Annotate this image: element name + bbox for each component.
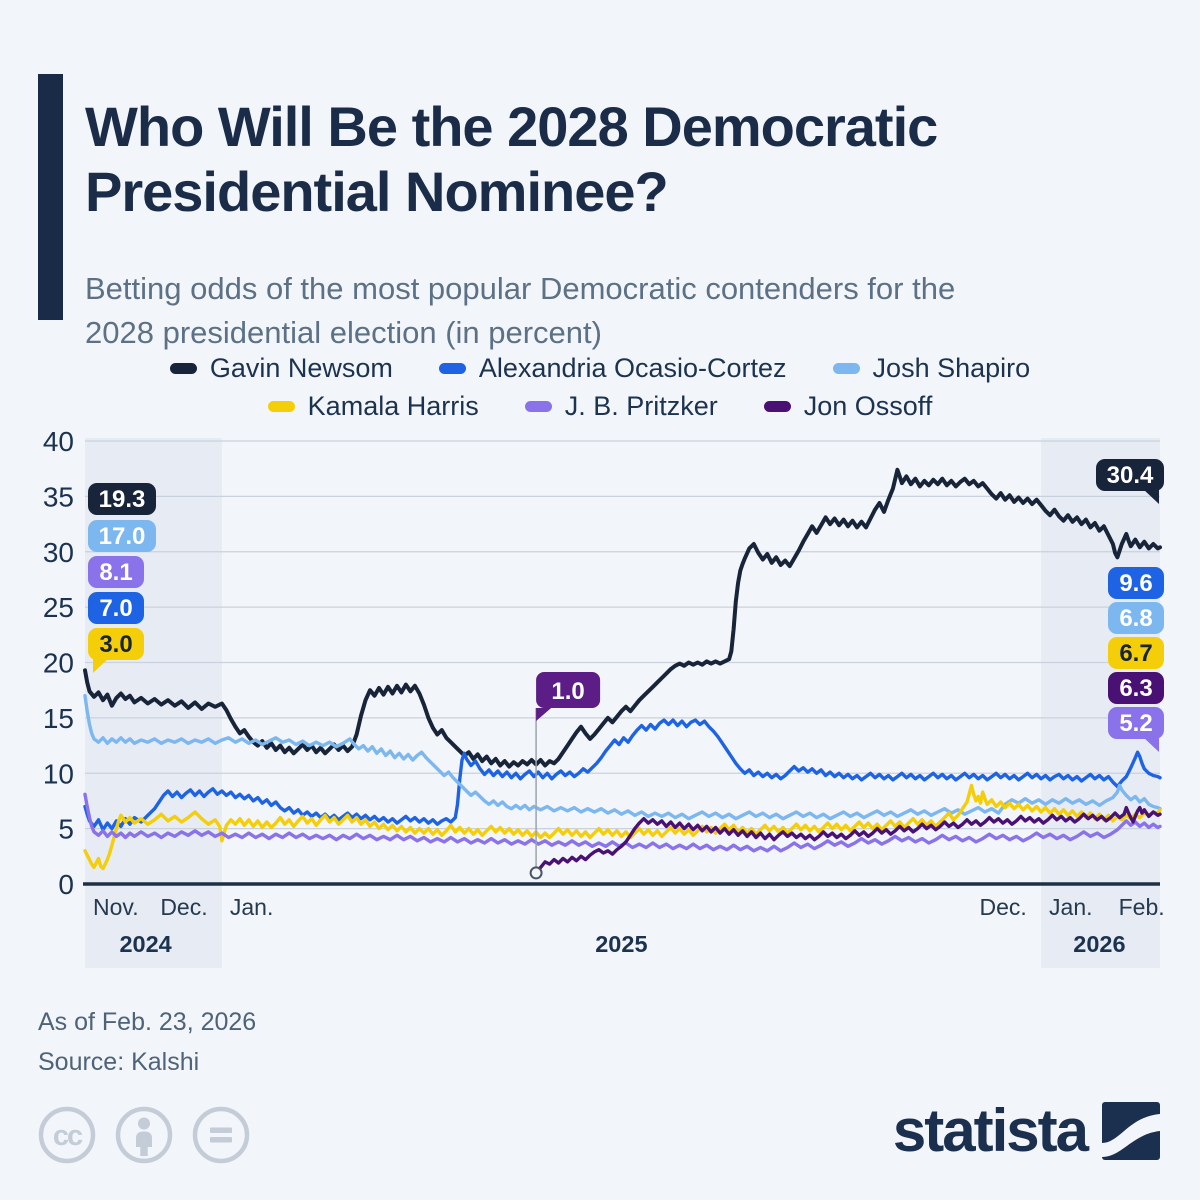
y-tick-label-35: 35	[43, 481, 74, 512]
legend-swatch-icon	[438, 363, 466, 374]
y-tick-label-25: 25	[43, 592, 74, 623]
legend-item-jon-ossoff[interactable]: Jon Ossoff	[763, 391, 933, 422]
value-label-tail	[1143, 489, 1159, 504]
month-label-feb: Feb.	[1119, 894, 1165, 920]
legend-swatch-icon	[763, 401, 791, 412]
value-label-6.7: 6.7	[1119, 640, 1152, 667]
source-text: Source: Kalshi	[38, 1048, 200, 1076]
series-line-alexandria-ocasio-cortez	[83, 718, 1162, 832]
value-label-3.0: 3.0	[99, 631, 132, 658]
value-label-tail	[93, 658, 109, 673]
y-tick-label-5: 5	[58, 814, 74, 845]
statista-wordmark: statista	[892, 1097, 1089, 1164]
legend-label: Josh Shapiro	[872, 353, 1031, 383]
legend-label: Jon Ossoff	[803, 391, 933, 421]
footer: As of Feb. 23, 2026 Source: Kalshi	[38, 1002, 256, 1082]
legend-row-1: Gavin Newsom Alexandria Ocasio-Cortez Josh…	[0, 353, 1200, 384]
page-title: Who Will Be the 2028 Democratic Presiden…	[85, 94, 938, 224]
year-label-2024: 2024	[119, 931, 171, 957]
series-line-jon-ossoff	[534, 805, 1162, 875]
legend-item-j-b-pritzker[interactable]: J. B. Pritzker	[524, 391, 718, 422]
value-label-box	[88, 556, 144, 588]
y-tick-label-20: 20	[43, 648, 74, 679]
annotation-flag	[536, 672, 601, 708]
year-label-2025: 2025	[595, 931, 647, 957]
annotation-flag-tail	[536, 708, 552, 721]
page-subtitle: Betting odds of the most popular Democra…	[85, 271, 956, 351]
legend-item-josh-shapiro[interactable]: Josh Shapiro	[832, 353, 1031, 384]
value-label-tail	[1143, 737, 1159, 752]
y-tick-label-40: 40	[43, 426, 74, 457]
value-label-box	[1108, 672, 1164, 704]
legend-item-kamala-harris[interactable]: Kamala Harris	[267, 391, 479, 422]
legend-swatch-icon	[267, 401, 295, 412]
legend-swatch-icon	[524, 401, 552, 412]
value-label-box	[88, 483, 156, 515]
month-label-jan: Jan.	[1049, 894, 1092, 920]
value-label-19.3: 19.3	[99, 486, 146, 513]
year-band-1	[85, 438, 222, 968]
value-label-5.2: 5.2	[1119, 710, 1152, 737]
cc-by-person-icon[interactable]	[113, 1104, 175, 1166]
value-label-box	[88, 592, 144, 624]
statista-logo-icon	[1102, 1101, 1160, 1160]
value-label-box	[88, 520, 156, 552]
value-label-17.0: 17.0	[99, 523, 146, 550]
series-line-josh-shapiro	[83, 694, 1162, 821]
legend: Gavin Newsom Alexandria Ocasio-Cortez Josh…	[0, 353, 1200, 422]
y-tick-label-30: 30	[43, 537, 74, 568]
value-label-box	[1108, 567, 1164, 599]
value-label-box	[88, 628, 144, 660]
month-label-dec: Dec.	[160, 894, 207, 920]
annotation-marker	[529, 866, 543, 880]
series-line-gavin-newsom	[83, 467, 1162, 769]
title-accent-bar	[38, 74, 63, 320]
legend-label: J. B. Pritzker	[564, 391, 718, 421]
cc-nd-equals-icon[interactable]	[190, 1104, 252, 1166]
legend-swatch-icon	[169, 363, 197, 374]
cc-license-icons: cc	[36, 1104, 252, 1166]
cc-icon[interactable]: cc	[36, 1104, 98, 1166]
as-of-date: As of Feb. 23, 2026	[38, 1008, 257, 1036]
statista-brand[interactable]: statista	[893, 1096, 1160, 1165]
annotation-label: 1.0	[551, 678, 584, 705]
month-label-dec: Dec.	[979, 894, 1026, 920]
y-tick-label-0: 0	[58, 869, 74, 900]
legend-row-2: Kamala Harris J. B. Pritzker Jon Ossoff	[0, 391, 1200, 422]
value-label-30.4: 30.4	[1107, 462, 1154, 489]
value-label-8.1: 8.1	[99, 559, 132, 586]
legend-label: Gavin Newsom	[209, 353, 393, 383]
value-label-6.3: 6.3	[1119, 675, 1152, 702]
y-tick-label-15: 15	[43, 703, 74, 734]
legend-label: Alexandria Ocasio-Cortez	[478, 353, 787, 383]
value-label-7.0: 7.0	[99, 595, 132, 622]
y-tick-label-10: 10	[43, 758, 74, 789]
month-label-jan: Jan.	[230, 894, 273, 920]
legend-item-alexandria-ocasio-cortez[interactable]: Alexandria Ocasio-Cortez	[438, 353, 787, 384]
legend-item-gavin-newsom[interactable]: Gavin Newsom	[169, 353, 393, 384]
value-label-box	[1108, 637, 1164, 669]
series-line-kamala-harris	[83, 783, 1162, 871]
value-label-6.8: 6.8	[1119, 605, 1152, 632]
year-label-2026: 2026	[1073, 931, 1125, 957]
value-label-9.6: 9.6	[1119, 570, 1152, 597]
value-label-box	[1108, 707, 1164, 739]
value-label-box	[1096, 459, 1164, 491]
series-line-j-b-pritzker	[83, 792, 1162, 853]
legend-swatch-icon	[832, 363, 860, 374]
legend-label: Kamala Harris	[307, 391, 479, 421]
month-label-nov: Nov.	[93, 894, 139, 920]
value-label-box	[1108, 602, 1164, 634]
svg-text:cc: cc	[53, 1120, 83, 1152]
